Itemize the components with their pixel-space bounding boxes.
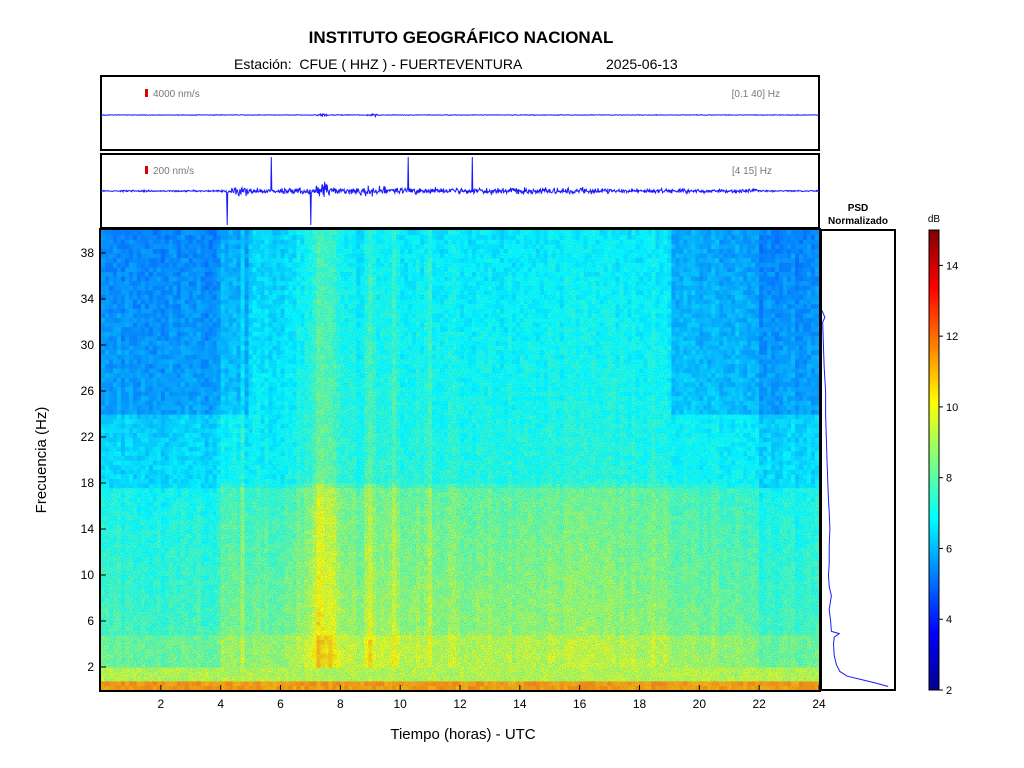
x-tick-label: 18 [633,697,647,711]
x-tick-label: 10 [393,697,407,711]
x-tick-label: 22 [752,697,766,711]
x-tick-label: 12 [453,697,467,711]
x-tick-label: 16 [573,697,587,711]
spectrogram: 2 4 6 8 10 12 14 16 18 20 22 24 261014182226303438 … [33,228,826,743]
colorbar-label: dB [928,214,941,225]
station-label: Estación: CFUE ( HHZ ) - FUERTEVENTURA [234,56,523,72]
scale-marker-filtered [145,166,148,174]
psd-title-line2: Normalizado [828,216,888,227]
spectrogram-noise [101,230,819,690]
colorbar-tick-label: 8 [946,473,952,485]
y-axis-label: Frecuencia (Hz) [33,407,50,514]
y-tick-label: 18 [81,476,95,490]
scale-label-broadband: 4000 nm/s [153,89,200,100]
y-tick-label: 22 [81,430,95,444]
y-tick-label: 10 [81,568,95,582]
y-tick-label: 30 [81,338,95,352]
colorbar-tick-label: 2 [946,685,952,697]
colorbar-tick-label: 12 [946,331,958,343]
y-tick-label: 34 [81,292,95,306]
page-title: INSTITUTO GEOGRÁFICO NACIONAL [308,28,614,47]
x-tick-label: 24 [812,697,826,711]
x-tick-label: 2 [157,697,164,711]
x-tick-label: 20 [693,697,707,711]
y-tick-label: 14 [81,522,95,536]
trace-panel-filtered: 200 nm/s [4 15] Hz [100,153,820,229]
trace-line-broadband [101,112,820,119]
y-tick-label: 26 [81,384,95,398]
psd-title-line1: PSD [848,203,869,214]
y-tick-label: 2 [87,660,94,674]
psd-panel: PSD Normalizado [820,203,896,691]
date-label: 2025-06-13 [606,56,678,72]
x-tick-label: 14 [513,697,527,711]
y-tick-label: 6 [87,614,94,628]
x-tick-label: 8 [337,697,344,711]
colorbar-tick-label: 4 [946,614,952,626]
colorbar-tick-label: 6 [946,543,952,555]
trace-panel-broadband: 4000 nm/s [0.1 40] Hz [100,75,820,151]
scale-marker-broadband [145,89,148,97]
trace-line-filtered [100,156,820,226]
psd-curve [821,310,889,687]
colorbar: dB 2 4 6 8 10 12 14 [928,214,958,697]
colorbar-tick-label: 10 [946,402,958,414]
filter-label-filtered: [4 15] Hz [732,166,772,177]
y-tick-label: 38 [81,246,95,260]
scale-label-filtered: 200 nm/s [153,166,194,177]
colorbar-tick-label: 14 [946,260,958,272]
x-tick-label: 4 [217,697,224,711]
filter-label-broadband: [0.1 40] Hz [732,89,780,100]
x-tick-label: 6 [277,697,284,711]
x-axis-label: Tiempo (horas) - UTC [390,726,535,743]
